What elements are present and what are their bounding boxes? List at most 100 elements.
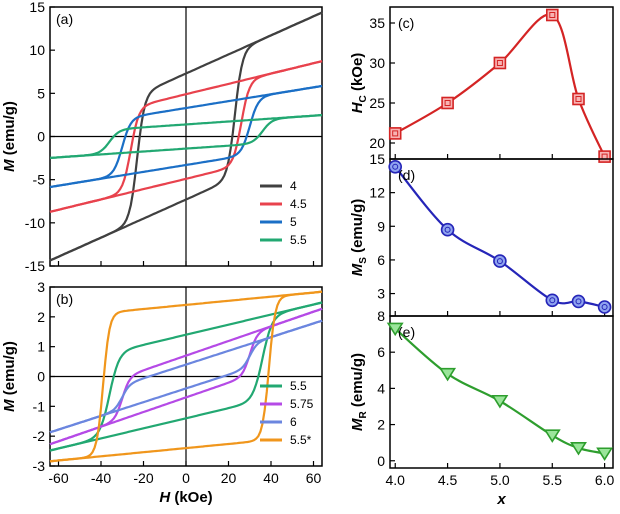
legend-label-4: 4: [290, 179, 297, 193]
x-tick-label: -40: [91, 470, 111, 486]
data-point: [545, 293, 560, 308]
data-point: [545, 8, 559, 22]
x-axis-label-symbol: x: [496, 491, 506, 508]
series-5.5-branch: [49, 301, 323, 452]
data-point-inner: [444, 226, 451, 233]
data-point: [571, 294, 586, 309]
y-axis-label: MR (emu/g): [349, 353, 369, 431]
panel-label: (a): [56, 11, 73, 27]
y-tick-label: 30: [369, 55, 385, 71]
data-point-inner: [575, 298, 582, 305]
coercivity-panel-c: 20 25 30 35 (c) HC (kOe): [349, 6, 614, 163]
data-point-inner: [392, 130, 399, 137]
legend-label-5.5: 5.5: [290, 379, 307, 393]
y-axis-label-subscript: C: [358, 95, 369, 102]
y-axis-label: M (emu/g): [1, 101, 18, 172]
data-point-inner: [496, 60, 503, 66]
y-tick-label: -10: [25, 215, 45, 231]
y-tick-label: 0: [377, 453, 385, 469]
y-tick-label: 0: [37, 369, 45, 385]
y-tick-label: 12: [369, 185, 385, 201]
panel-label: (d): [398, 167, 415, 183]
series-5-branch: [49, 84, 323, 189]
y-tick-label: 2: [377, 417, 385, 433]
data-point: [598, 150, 611, 163]
y-tick-label: -5: [33, 172, 46, 188]
data-point: [388, 160, 403, 174]
legend-label-5.75: 5.75: [290, 397, 314, 411]
series-5.5-branch: [49, 114, 323, 159]
x-axis-label-unit: (kOe): [170, 489, 213, 506]
saturation-panel-d: 3 6 9 12 15 (d) MS (emu/g): [349, 151, 614, 317]
y-axis-label: M (emu/g): [1, 341, 18, 412]
y-tick-label: 3: [37, 279, 45, 295]
data-point: [491, 394, 509, 409]
data-point-inner: [444, 100, 451, 106]
y-tick-label: 8: [377, 308, 385, 324]
data-point-inner: [392, 163, 399, 170]
y-axis-label-unit: (emu/g): [349, 199, 366, 257]
y-tick-label: 2: [37, 309, 45, 325]
plot-frame: [389, 158, 614, 317]
y-tick-label: 6: [377, 344, 385, 360]
y-tick-label: 5: [37, 85, 45, 101]
data-point: [388, 127, 402, 140]
y-tick-label: 4: [377, 380, 385, 396]
y-tick-label: 0: [37, 129, 45, 145]
y-tick-label: 25: [369, 95, 385, 111]
y-tick-label: 9: [377, 218, 385, 234]
y-tick-label: 6: [377, 252, 385, 268]
plot-frame: [389, 6, 614, 160]
y-axis-label-symbol: M: [349, 418, 366, 431]
legend-label-5.5: 5.5: [290, 233, 307, 247]
y-tick-label: 1: [37, 339, 45, 355]
y-tick-label: -3: [33, 458, 46, 474]
y-axis-label: MS (emu/g): [349, 199, 369, 277]
y-tick-label: 15: [369, 151, 385, 167]
hysteresis-panel-b: -3 -2 -1 0 1 2 3 -60 -40 -20 0 20 40 60 (b) 5.5 5.75 6 5.5…: [1, 279, 323, 506]
data-point-inner: [496, 258, 503, 265]
legend-label-5.5*: 5.5*: [290, 433, 312, 447]
data-point: [570, 442, 587, 456]
data-point: [440, 222, 455, 237]
series-5.75-branch: [49, 307, 323, 446]
remanence-panel-e: 0 2 4 6 8 4.0 4.5 5.0 5.5 6.0 (e) MR (emu/g) x: [349, 308, 615, 508]
series-6-branch: [49, 319, 323, 434]
y-tick-label: 10: [29, 42, 45, 58]
data-point: [572, 92, 585, 106]
y-axis-label-unit: (emu/g): [349, 353, 366, 411]
y-axis-label: HC (kOe): [349, 53, 369, 114]
legend-label-4.5: 4.5: [290, 197, 307, 211]
data-point: [439, 367, 457, 382]
y-axis-label-subscript: S: [358, 257, 369, 264]
y-axis-label-unit: (kOe): [349, 53, 366, 96]
data-line: [394, 327, 605, 455]
data-point: [441, 96, 454, 110]
y-tick-label: 20: [369, 135, 385, 151]
x-tick-label: 5.5: [543, 472, 563, 488]
x-tick-label: 6.0: [595, 472, 615, 488]
data-line: [394, 166, 605, 309]
legend-label-5: 5: [290, 215, 297, 229]
data-point: [543, 429, 561, 443]
data-point: [493, 254, 507, 268]
y-tick-label: 3: [377, 286, 385, 302]
y-tick-label: -2: [33, 428, 46, 444]
data-point-inner: [549, 297, 556, 304]
data-line: [394, 13, 606, 158]
series-4-branch: [49, 11, 323, 262]
x-tick-label: -20: [133, 470, 153, 486]
y-axis-label-unit: (emu/g): [1, 101, 18, 159]
y-tick-label: -1: [33, 398, 46, 414]
x-tick-label: -60: [48, 470, 68, 486]
x-axis-label: x: [496, 491, 506, 508]
x-tick-label: 0: [182, 470, 190, 486]
y-axis-label-unit: (emu/g): [1, 341, 18, 399]
x-tick-label: 5.0: [490, 472, 510, 488]
data-point: [597, 300, 612, 314]
y-tick-label: -15: [25, 258, 45, 274]
y-tick-label: 15: [29, 0, 45, 15]
y-axis-label-symbol: H: [349, 101, 366, 113]
series-5.5*-branch: [49, 290, 323, 463]
